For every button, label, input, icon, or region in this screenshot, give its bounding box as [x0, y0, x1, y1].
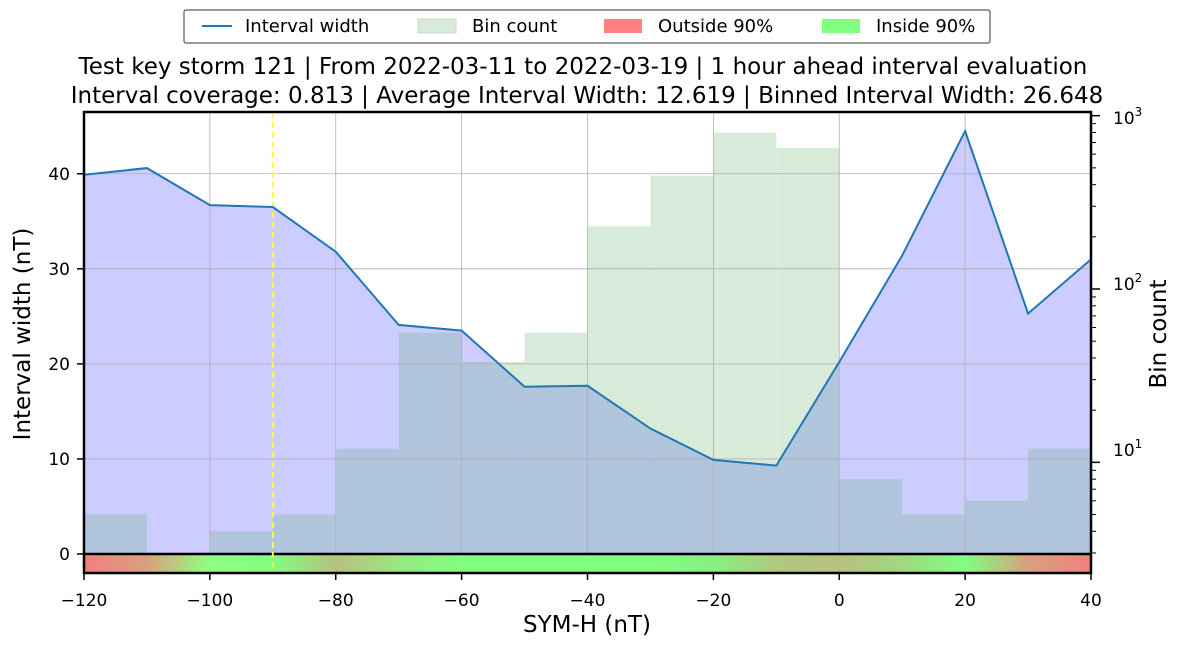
bin-overlap [84, 514, 147, 554]
legend-frame [183, 9, 991, 44]
interval-width-points [84, 131, 1091, 466]
y-tick-label: 20 [48, 355, 70, 375]
y2-tick-label-10: 101 [1113, 437, 1142, 461]
legend-label-interval-width: Interval width [245, 16, 369, 37]
legend-label-outside: Outside 90% [658, 16, 773, 37]
x-axis-label: SYM-H (nT) [523, 612, 651, 638]
y-tick-label: 30 [48, 260, 70, 280]
x-tick-label: 40 [1080, 591, 1102, 611]
bin-overlap [713, 459, 777, 554]
y-axis-ticks: 0 10 20 30 40 [48, 165, 84, 565]
bin-overlap [776, 361, 840, 554]
bin-overlap [839, 479, 903, 554]
bin-overlap [461, 361, 525, 554]
legend-label-inside: Inside 90% [876, 16, 975, 37]
bin-overlap [524, 385, 588, 554]
y2-tick-label-100: 102 [1113, 271, 1142, 295]
y-tick-label: 40 [48, 165, 70, 185]
y-axis-label: Interval width (nT) [10, 228, 36, 441]
legend: Interval width Bin count Outside 90% Ins… [183, 9, 991, 44]
y2-axis-ticks: 101 102 103 [1091, 105, 1142, 554]
legend-swatch-bin-count [417, 18, 457, 34]
bin-overlap [209, 531, 273, 554]
bin-overlap [587, 385, 651, 554]
y2-tick-label-1000: 103 [1113, 105, 1142, 129]
bin-overlap [650, 428, 714, 554]
legend-swatch-inside [822, 19, 860, 33]
x-tick-label: −60 [444, 591, 480, 611]
x-tick-label: −120 [61, 591, 108, 611]
bin-overlap [1028, 448, 1091, 554]
bin-overlap [335, 448, 399, 554]
x-axis-ticks: −120 −100 −80 −60 −40 −20 0 20 40 [61, 573, 1102, 611]
x-tick-label: −80 [318, 591, 354, 611]
legend-label-bin-count: Bin count [472, 16, 557, 37]
x-tick-label: −20 [695, 591, 731, 611]
x-tick-label: −100 [187, 591, 234, 611]
y-tick-label: 0 [59, 545, 70, 565]
chart-title-line1: Test key storm 121 | From 2022-03-11 to … [78, 54, 1088, 80]
chart-title-line2: Interval coverage: 0.813 | Average Inter… [71, 83, 1103, 109]
y-tick-label: 10 [48, 450, 70, 470]
bin-overlap [398, 332, 462, 554]
bin-overlap-bars [84, 332, 1091, 554]
legend-swatch-outside [604, 19, 642, 33]
x-tick-label: 0 [834, 591, 845, 611]
coverage-strip [84, 553, 1091, 573]
bin-overlap [272, 514, 336, 554]
y2-axis-label: Bin count [1146, 280, 1172, 389]
bin-overlap [902, 514, 966, 554]
x-tick-label: −40 [570, 591, 606, 611]
bin-overlap [965, 500, 1029, 554]
x-tick-label: 20 [954, 591, 976, 611]
